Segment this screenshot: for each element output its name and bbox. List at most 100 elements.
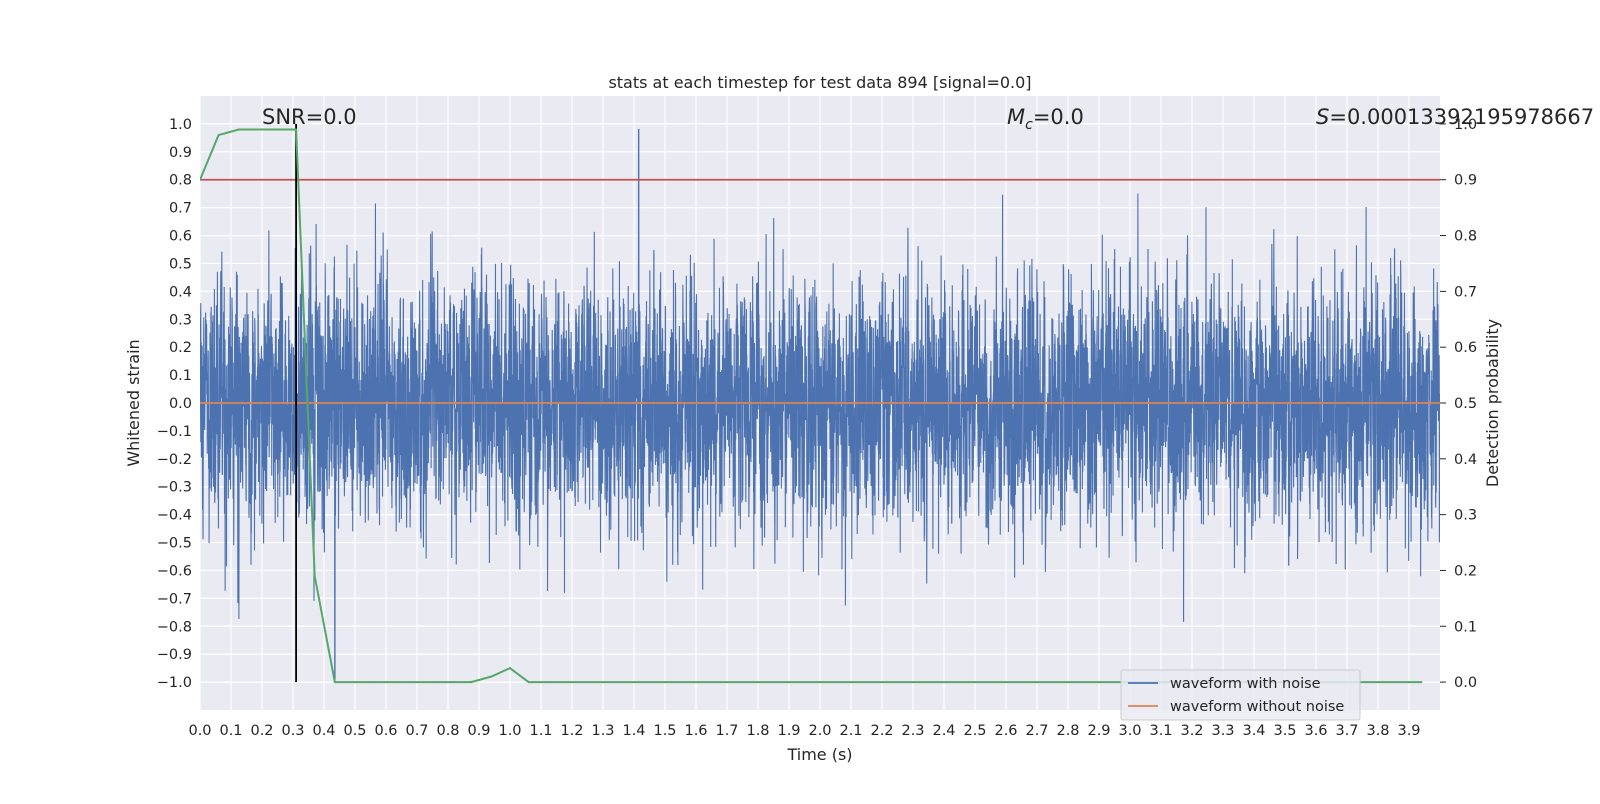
y2-tick-label: 0.3 xyxy=(1454,508,1477,524)
chirp-mass-value: =0.0 xyxy=(1033,105,1084,129)
x-tick-label: 0.1 xyxy=(219,723,242,739)
detection-probability-point xyxy=(1420,681,1423,684)
y-tick-label: 0.6 xyxy=(169,229,192,245)
y-axis-title: Whitened strain xyxy=(124,339,143,466)
y-tick-label: 0.7 xyxy=(169,201,192,217)
detection-probability-point xyxy=(490,675,493,678)
y2-tick-label: 0.0 xyxy=(1454,675,1477,691)
x-tick-label: 1.6 xyxy=(684,723,707,739)
legend-box xyxy=(1120,669,1361,721)
series-layer xyxy=(200,123,1440,684)
detection-probability-point xyxy=(664,681,666,684)
y-tick-label: −0.8 xyxy=(157,619,192,635)
detection-probability-point xyxy=(295,128,298,131)
x-tick-label: 0.3 xyxy=(281,723,304,739)
x-tick-label: 3.5 xyxy=(1273,723,1296,739)
chirp-mass-symbol: M xyxy=(1007,105,1025,129)
y-tick-label: −0.2 xyxy=(157,452,192,468)
y-tick-label: −1.0 xyxy=(157,675,192,691)
detection-probability-point xyxy=(431,681,434,684)
score-annotation: S=0.00013392195978667 xyxy=(1316,105,1594,129)
y2-tick-label: 0.8 xyxy=(1454,229,1477,245)
x-tick-label: 2.9 xyxy=(1087,723,1110,739)
detection-probability-point xyxy=(546,681,549,684)
detection-probability-point xyxy=(257,128,260,131)
detection-probability-point xyxy=(527,681,530,684)
x-tick-label: 0.2 xyxy=(250,723,273,739)
legend-label-noise: waveform with noise xyxy=(1170,676,1321,692)
detection-probability-point xyxy=(412,681,415,684)
x-tick-label: 2.2 xyxy=(870,723,893,739)
y-tick-label: 0.9 xyxy=(169,145,192,161)
y-tick-label: 1.0 xyxy=(169,117,192,133)
detection-probability-point xyxy=(974,681,976,684)
y-tick-label: −0.3 xyxy=(157,480,192,496)
y-tick-label: 0.4 xyxy=(169,284,192,300)
x-tick-label: 3.0 xyxy=(1118,723,1141,739)
series-waveform-with-noise xyxy=(200,128,1440,680)
x-tick-label: 3.3 xyxy=(1211,723,1234,739)
x-tick-label: 0.8 xyxy=(436,723,459,739)
detection-probability-point xyxy=(237,128,240,131)
y-tick-label: 0.1 xyxy=(169,368,192,384)
y-tick-label: −0.4 xyxy=(157,508,192,524)
x-tick-label: 1.5 xyxy=(653,723,676,739)
x-tick-label: 1.7 xyxy=(715,723,738,739)
detection-probability-point xyxy=(391,681,394,684)
x-tick-label: 1.8 xyxy=(746,723,769,739)
x-tick-label: 0.9 xyxy=(467,723,490,739)
detection-probability-point xyxy=(333,681,336,684)
x-tick-label: 2.6 xyxy=(994,723,1017,739)
x-tick-label: 1.2 xyxy=(560,723,583,739)
y2-tick-label: 0.9 xyxy=(1454,173,1477,189)
x-axis-title: Time (s) xyxy=(786,745,852,764)
detection-probability-point xyxy=(200,178,201,181)
detection-probability-point xyxy=(217,134,220,137)
detection-probability-point xyxy=(354,681,356,684)
y2-tick-label: 0.1 xyxy=(1454,619,1477,635)
legend-label-clean: waveform without noise xyxy=(1170,699,1344,715)
y-tick-label: −0.5 xyxy=(157,536,192,552)
x-tick-label: 2.1 xyxy=(839,723,862,739)
x-tick-label: 0.4 xyxy=(312,723,335,739)
y2-tick-label: 0.2 xyxy=(1454,563,1477,579)
chirp-mass-annotation: Mc=0.0 xyxy=(1007,105,1084,133)
x-tick-label: 1.3 xyxy=(591,723,614,739)
chirp-mass-subscript: c xyxy=(1025,117,1033,133)
detection-probability-point xyxy=(509,667,511,670)
chart-title: stats at each timestep for test data 894… xyxy=(608,73,1031,92)
x-tick-label: 2.3 xyxy=(901,723,924,739)
y-tick-label: 0.2 xyxy=(169,340,192,356)
y2-tick-label: 0.6 xyxy=(1454,340,1477,356)
x-tick-label: 1.4 xyxy=(622,723,645,739)
y-tick-label: 0.3 xyxy=(169,312,192,328)
y-tick-label: 0.5 xyxy=(169,256,192,272)
x-tick-label: 3.2 xyxy=(1180,723,1203,739)
x-tick-label: 2.7 xyxy=(1025,723,1048,739)
y-tick-label: −0.7 xyxy=(157,591,192,607)
y-tick-label: −0.9 xyxy=(157,647,192,663)
detection-probability-point xyxy=(450,681,453,684)
y2-tick-label: 0.5 xyxy=(1454,396,1477,412)
ticks: 0.0 0.1 0.2 0.3 0.4 0.5 0.6 0.7 0.8 0.9 1.0 1.1 1.2 1… xyxy=(157,117,1477,739)
x-tick-label: 1.1 xyxy=(529,723,552,739)
detection-probability-point xyxy=(276,128,279,131)
x-tick-label: 2.5 xyxy=(963,723,986,739)
x-tick-label: 3.8 xyxy=(1366,723,1389,739)
x-tick-label: 3.6 xyxy=(1304,723,1327,739)
y2-axis-title: Detection probability xyxy=(1483,319,1502,487)
x-tick-label: 1.0 xyxy=(498,723,521,739)
y2-tick-label: 0.7 xyxy=(1454,284,1477,300)
x-tick-label: 3.9 xyxy=(1397,723,1420,739)
x-tick-label: 2.0 xyxy=(808,723,831,739)
score-value: =0.00013392195978667 xyxy=(1329,105,1594,129)
detection-probability-point xyxy=(819,681,821,684)
x-tick-label: 3.4 xyxy=(1242,723,1265,739)
x-tick-label: 3.7 xyxy=(1335,723,1358,739)
x-tick-label: 0.6 xyxy=(374,723,397,739)
detection-probability-point xyxy=(372,681,375,684)
snr-annotation: SNR=0.0 xyxy=(262,105,357,129)
y-tick-label: 0.8 xyxy=(169,173,192,189)
